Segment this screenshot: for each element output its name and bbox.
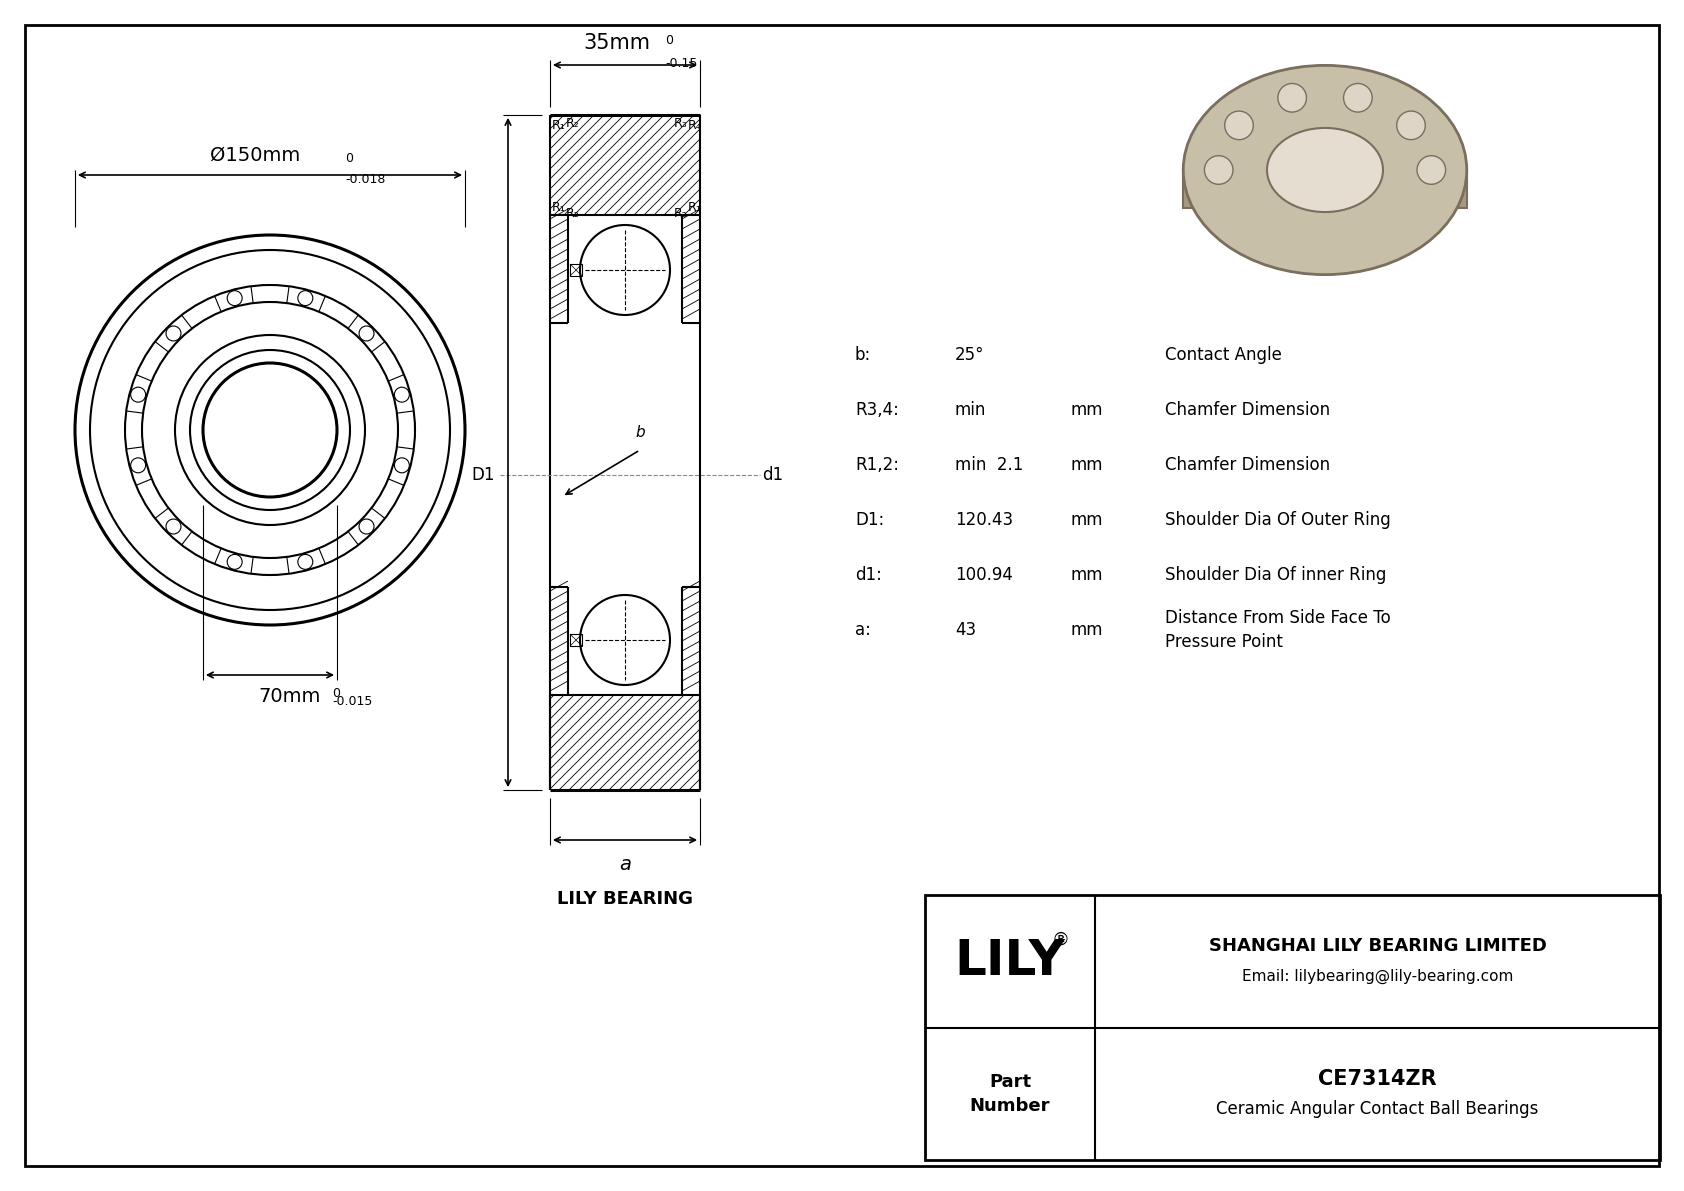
- Text: SHANGHAI LILY BEARING LIMITED: SHANGHAI LILY BEARING LIMITED: [1209, 937, 1546, 955]
- Text: Ø150mm: Ø150mm: [210, 146, 300, 166]
- Text: 0: 0: [345, 152, 354, 166]
- Text: Shoulder Dia Of Outer Ring: Shoulder Dia Of Outer Ring: [1165, 511, 1391, 529]
- Text: 70mm: 70mm: [259, 687, 322, 706]
- Text: mm: mm: [1069, 511, 1103, 529]
- Circle shape: [1396, 111, 1425, 139]
- Text: Part
Number: Part Number: [970, 1073, 1051, 1115]
- Text: Chamfer Dimension: Chamfer Dimension: [1165, 456, 1330, 474]
- Text: 100.94: 100.94: [955, 566, 1012, 584]
- Text: mm: mm: [1069, 621, 1103, 640]
- Text: Chamfer Dimension: Chamfer Dimension: [1165, 401, 1330, 419]
- Text: 120.43: 120.43: [955, 511, 1014, 529]
- Text: 0: 0: [332, 687, 340, 700]
- Ellipse shape: [1184, 66, 1467, 275]
- Text: R₂: R₂: [566, 207, 579, 220]
- Text: R₄: R₄: [689, 119, 702, 132]
- Text: -0.018: -0.018: [345, 173, 386, 186]
- Circle shape: [1204, 156, 1233, 185]
- Text: min: min: [955, 401, 987, 419]
- Text: D1:: D1:: [855, 511, 884, 529]
- Text: a: a: [620, 855, 632, 874]
- Text: 25°: 25°: [955, 347, 985, 364]
- Text: min  2.1: min 2.1: [955, 456, 1024, 474]
- Text: d1:: d1:: [855, 566, 882, 584]
- Text: ®: ®: [1052, 930, 1069, 948]
- Text: R₃: R₃: [674, 117, 687, 130]
- Text: R₁: R₁: [552, 119, 566, 132]
- Text: Email: lilybearing@lily-bearing.com: Email: lilybearing@lily-bearing.com: [1241, 968, 1514, 984]
- Text: R3,4:: R3,4:: [855, 401, 899, 419]
- Circle shape: [1224, 111, 1253, 139]
- Bar: [569, 264, 583, 276]
- Text: 43: 43: [955, 621, 977, 640]
- Text: Ceramic Angular Contact Ball Bearings: Ceramic Angular Contact Ball Bearings: [1216, 1099, 1539, 1117]
- Text: -0.015: -0.015: [332, 696, 372, 707]
- Text: R1,2:: R1,2:: [855, 456, 899, 474]
- Text: D1: D1: [472, 466, 495, 484]
- Text: LILY: LILY: [955, 937, 1066, 985]
- Bar: [925, 894, 1660, 1160]
- Text: R₁: R₁: [689, 201, 702, 214]
- Text: 35mm: 35mm: [583, 33, 650, 54]
- Text: a:: a:: [855, 621, 871, 640]
- Text: Shoulder Dia Of inner Ring: Shoulder Dia Of inner Ring: [1165, 566, 1386, 584]
- Text: Distance From Side Face To
Pressure Point: Distance From Side Face To Pressure Poin…: [1165, 610, 1391, 650]
- Text: R₂: R₂: [566, 117, 579, 130]
- Circle shape: [1278, 83, 1307, 112]
- Text: Contact Angle: Contact Angle: [1165, 347, 1282, 364]
- Text: -0.15: -0.15: [665, 57, 697, 70]
- Text: R₂: R₂: [674, 207, 687, 220]
- Text: d1: d1: [761, 466, 783, 484]
- Text: LILY BEARING: LILY BEARING: [557, 890, 694, 908]
- Circle shape: [1416, 156, 1445, 185]
- Ellipse shape: [1266, 127, 1383, 212]
- Text: mm: mm: [1069, 456, 1103, 474]
- Circle shape: [1344, 83, 1372, 112]
- Text: CE7314ZR: CE7314ZR: [1319, 1068, 1436, 1089]
- Text: b: b: [635, 425, 645, 439]
- Polygon shape: [1184, 170, 1467, 208]
- Text: R₁: R₁: [552, 201, 566, 214]
- Bar: [569, 634, 583, 646]
- Text: mm: mm: [1069, 401, 1103, 419]
- Text: mm: mm: [1069, 566, 1103, 584]
- Text: b:: b:: [855, 347, 871, 364]
- Text: 0: 0: [665, 35, 674, 46]
